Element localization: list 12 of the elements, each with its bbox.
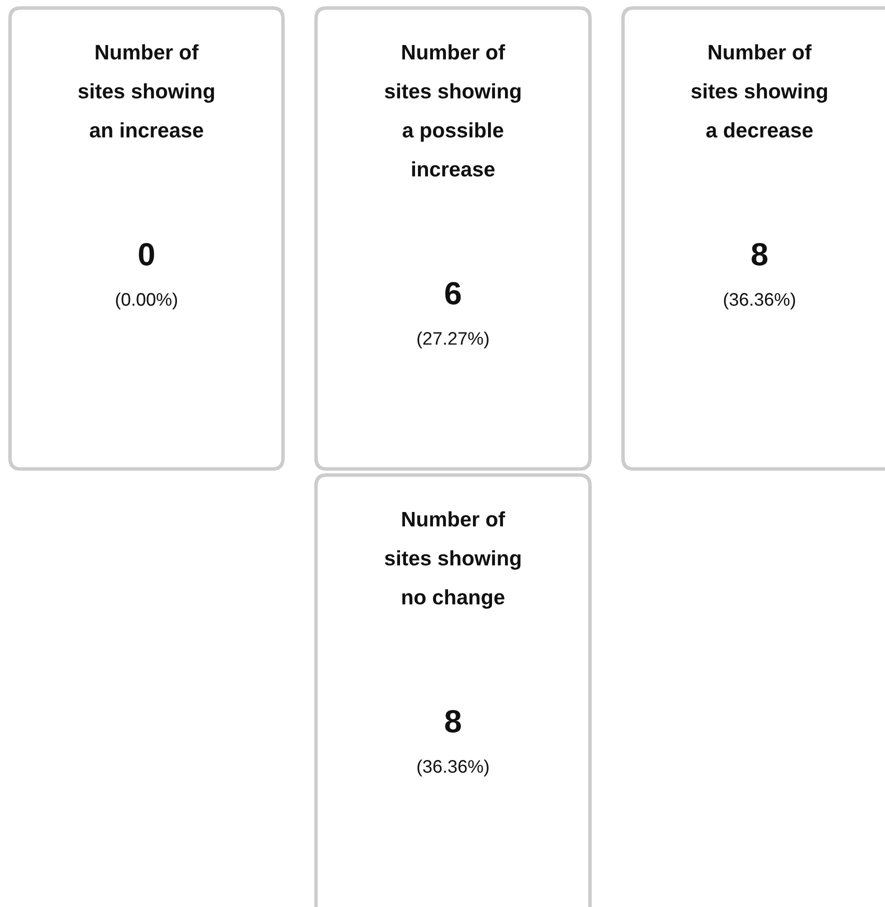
category-label: Number of sites showing an increase (78, 44, 214, 138)
category-label: Number of sites showing a decrease (691, 44, 827, 138)
category-label: Number of sites showing a possible increase (384, 44, 520, 177)
data-label: 6 (445, 282, 461, 305)
text: (27.27%) (417, 332, 489, 348)
data-label: 0 (138, 242, 154, 266)
data-label: 8 (445, 710, 461, 733)
text: (36.36%) (724, 292, 796, 310)
category-label: Number of sites showing no change (384, 511, 520, 609)
data-label: 8 (752, 242, 768, 266)
text: (36.36%) (417, 760, 489, 776)
text: (0.00%) (116, 292, 177, 310)
